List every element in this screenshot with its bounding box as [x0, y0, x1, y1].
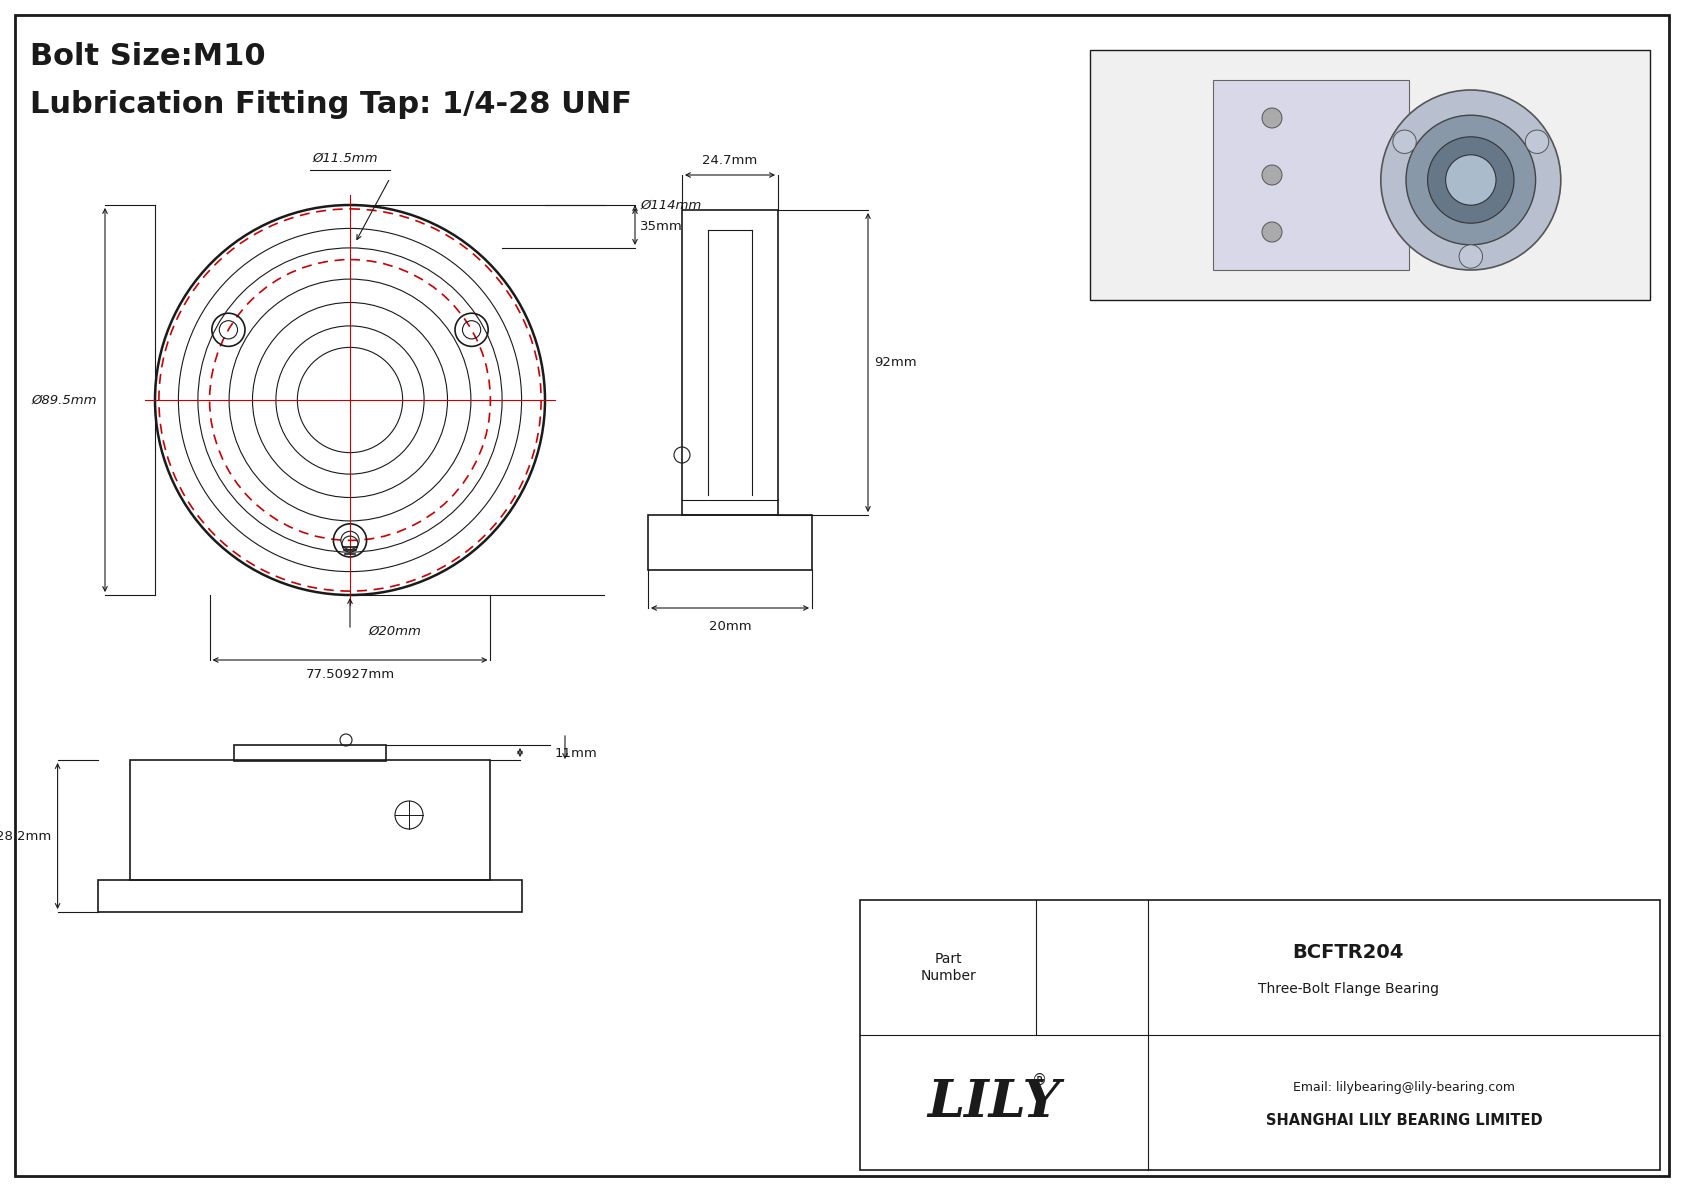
Text: Email: lilybearing@lily-bearing.com: Email: lilybearing@lily-bearing.com [1293, 1081, 1516, 1095]
Text: Ø20mm: Ø20mm [369, 625, 421, 638]
Circle shape [1526, 130, 1549, 154]
Text: 20mm: 20mm [709, 621, 751, 632]
Text: Ø89.5mm: Ø89.5mm [32, 393, 98, 406]
Bar [1212, 80, 1410, 270]
Text: 92mm: 92mm [874, 356, 916, 369]
Bar [130, 760, 490, 880]
Text: SHANGHAI LILY BEARING LIMITED: SHANGHAI LILY BEARING LIMITED [1266, 1114, 1543, 1128]
Circle shape [1381, 91, 1561, 270]
Circle shape [1406, 116, 1536, 245]
Bar [682, 210, 778, 515]
Text: Ø114mm: Ø114mm [640, 199, 701, 212]
Circle shape [1261, 108, 1282, 127]
Text: ®: ® [1032, 1073, 1047, 1089]
Text: LILY: LILY [928, 1077, 1061, 1128]
Text: 35mm: 35mm [640, 220, 682, 233]
Text: 28.2mm: 28.2mm [0, 829, 52, 842]
Text: 77.50927mm: 77.50927mm [305, 668, 394, 681]
Circle shape [1428, 137, 1514, 223]
Text: Part
Number: Part Number [919, 953, 975, 983]
Bar [861, 900, 1660, 1170]
Bar [234, 746, 386, 761]
Circle shape [1261, 222, 1282, 242]
Text: Ø11.5mm: Ø11.5mm [312, 152, 377, 166]
Text: 24.7mm: 24.7mm [702, 154, 758, 167]
Text: 11mm: 11mm [556, 747, 598, 760]
Text: BCFTR204: BCFTR204 [1292, 943, 1404, 962]
Bar [648, 515, 812, 570]
Text: Three-Bolt Flange Bearing: Three-Bolt Flange Bearing [1258, 983, 1438, 997]
Text: Bolt Size:M10: Bolt Size:M10 [30, 42, 266, 71]
Bar [98, 880, 522, 912]
Text: Lubrication Fitting Tap: 1/4-28 UNF: Lubrication Fitting Tap: 1/4-28 UNF [30, 91, 632, 119]
Circle shape [1458, 245, 1482, 268]
Bar [1090, 50, 1650, 300]
Circle shape [1393, 130, 1416, 154]
Circle shape [1261, 166, 1282, 185]
Circle shape [1445, 155, 1495, 205]
